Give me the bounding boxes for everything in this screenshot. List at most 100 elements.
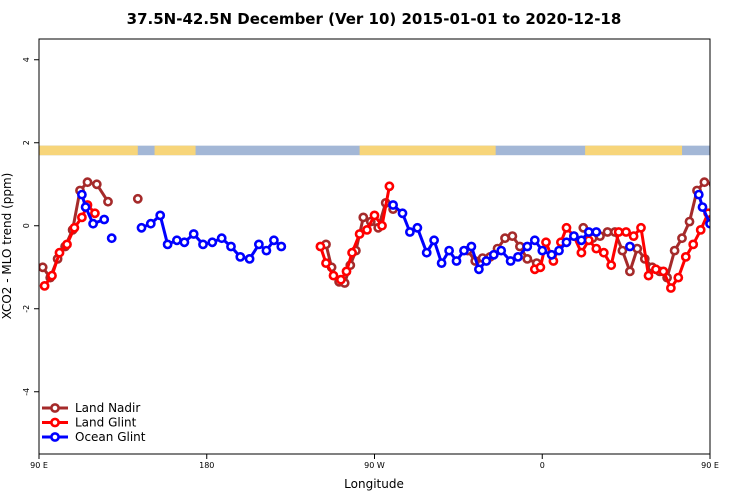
legend-swatch-point — [50, 417, 60, 428]
data-point — [695, 224, 706, 235]
data-point — [91, 179, 102, 190]
legend-label: Land Nadir — [75, 401, 140, 415]
data-point — [522, 241, 533, 252]
land-band — [39, 145, 138, 156]
data-point — [606, 260, 617, 271]
data-point — [576, 235, 587, 246]
data-point — [697, 202, 708, 212]
legend-swatch-point — [50, 403, 60, 413]
x-tick-label: 0 — [540, 461, 545, 470]
data-point — [397, 208, 408, 219]
series-2 — [77, 189, 725, 275]
x-tick-label: 180 — [199, 461, 214, 470]
data-point — [179, 237, 190, 248]
data-point — [162, 239, 173, 250]
data-point — [625, 266, 635, 277]
series-0 — [39, 177, 710, 288]
data-point — [466, 241, 477, 252]
data-point — [658, 266, 669, 277]
y-tick-label: 4 — [22, 57, 31, 62]
data-point — [90, 208, 100, 219]
data-point — [54, 247, 65, 258]
data-point — [362, 224, 372, 235]
data-point — [244, 253, 255, 264]
data-point — [132, 193, 143, 204]
data-point — [80, 202, 91, 212]
data-point — [488, 249, 499, 260]
data-point — [708, 181, 710, 188]
data-point — [421, 247, 432, 258]
x-tick-label: 90 W — [364, 461, 385, 470]
data-point — [473, 264, 484, 275]
data-point — [106, 233, 117, 244]
data-point — [88, 218, 98, 229]
data-point — [235, 251, 246, 262]
data-point — [569, 231, 579, 241]
data-point — [541, 237, 551, 248]
data-point — [188, 229, 199, 239]
series-line — [140, 213, 283, 261]
y-axis-label: XCO2 - MLO trend (ppm) — [0, 173, 14, 320]
data-point — [617, 245, 628, 256]
data-point — [39, 280, 50, 291]
data-point — [388, 200, 398, 210]
plot-frame — [38, 38, 711, 455]
data-point — [276, 241, 287, 252]
land-band — [710, 146, 750, 156]
data-point — [718, 216, 725, 223]
data-point — [69, 222, 80, 233]
data-point — [171, 235, 182, 246]
y-axis: -4 -2 0 2 4 — [22, 57, 39, 396]
data-point — [529, 235, 540, 246]
data-point — [507, 231, 518, 241]
data-point — [412, 222, 423, 233]
data-point — [341, 266, 352, 277]
data-point — [684, 216, 695, 227]
data-point — [673, 272, 684, 283]
data-point — [145, 218, 156, 229]
x-axis: 90 E 180 90 W 0 90 E — [30, 454, 719, 470]
series-line — [392, 203, 597, 271]
data-point — [77, 212, 87, 223]
data-point — [522, 253, 533, 264]
data-point — [155, 210, 166, 221]
data-point — [321, 258, 331, 268]
data-point — [699, 177, 710, 188]
data-point — [505, 256, 516, 266]
legend-label: Ocean Glint — [75, 430, 146, 444]
data-point — [335, 274, 346, 285]
data-point — [481, 256, 492, 266]
data-point — [354, 229, 365, 239]
data-point — [621, 227, 631, 237]
legend-label: Land Glint — [75, 416, 137, 430]
data-point — [47, 270, 57, 281]
series-line — [80, 194, 105, 226]
data-point — [643, 270, 654, 281]
data-point — [62, 239, 72, 250]
data-point — [328, 270, 339, 281]
data-point — [537, 245, 548, 256]
data-point — [591, 243, 602, 254]
data-point — [436, 258, 447, 268]
data-point — [103, 196, 113, 207]
data-point — [651, 264, 661, 275]
data-point — [347, 247, 357, 258]
data-point — [136, 222, 147, 233]
data-point — [261, 245, 272, 256]
data-point — [712, 210, 719, 217]
data-point — [598, 247, 609, 258]
y-tick-label: 0 — [22, 223, 31, 228]
data-point — [429, 235, 439, 246]
data-point — [535, 262, 546, 273]
data-point — [444, 245, 454, 256]
data-point — [554, 245, 564, 256]
land-band — [154, 145, 196, 156]
y-tick-label: -4 — [22, 388, 31, 396]
data-point — [358, 212, 369, 223]
data-point — [226, 241, 236, 252]
data-point — [77, 189, 87, 200]
x-tick-label: 90 E — [30, 461, 48, 470]
data-point — [561, 222, 572, 233]
series-line — [697, 194, 710, 226]
